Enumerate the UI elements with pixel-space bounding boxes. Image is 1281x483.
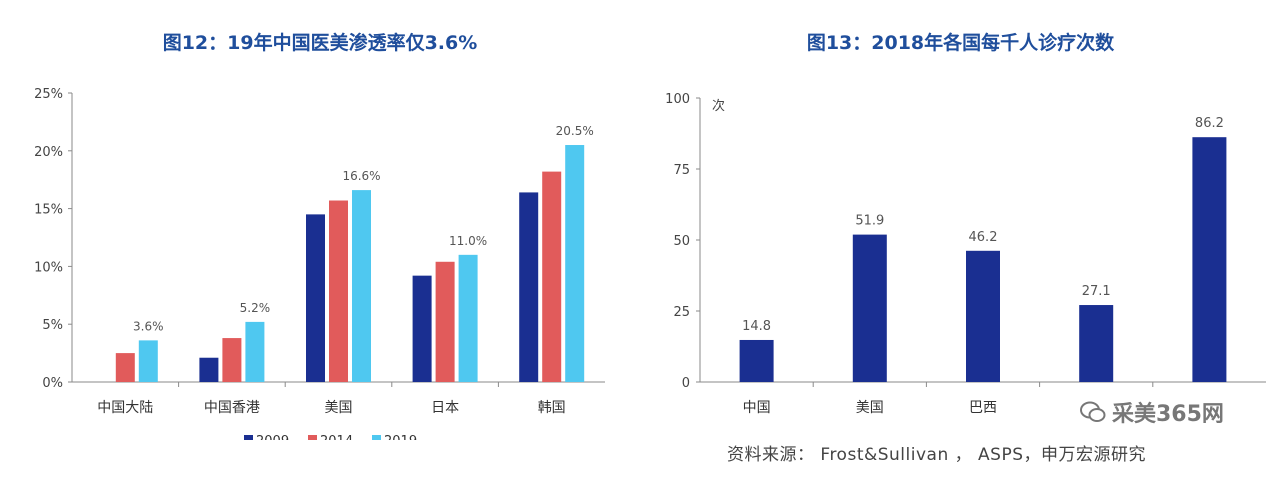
bar-2014-韩国: [542, 171, 562, 382]
bar-2009-中国香港: [199, 357, 219, 382]
y-tick-label: 5%: [42, 318, 63, 333]
bar-category-4: [1079, 305, 1114, 382]
bar-2019-中国香港: [245, 321, 265, 382]
data-label: 3.6%: [133, 319, 164, 333]
bar-2019-中国大陆: [138, 340, 158, 382]
x-tick-label: 中国: [743, 400, 771, 416]
y-unit-label: 次: [712, 98, 725, 114]
visits-bar-chart: 0 25 50 75 100 次中国 14.8 美国 51.9 巴西 46.2 27.1 86.2: [665, 92, 1266, 416]
y-tick-label: 10%: [34, 260, 63, 275]
bar-2009-韩国: [519, 192, 539, 382]
data-label: 5.2%: [240, 301, 271, 315]
legend-label-2014: 2014: [320, 434, 353, 440]
legend-label-2009: 2009: [256, 434, 289, 440]
bar-2009-美国: [306, 214, 325, 382]
data-label: 27.1: [1082, 284, 1111, 299]
y-tick-label: 25%: [34, 87, 63, 102]
x-tick-label: 韩国: [538, 400, 566, 416]
legend-swatch-2014: [308, 435, 317, 444]
legend-swatch-2009: [244, 435, 253, 444]
y-tick-label: 20%: [34, 145, 63, 160]
data-label: 20.5%: [556, 124, 594, 138]
bar-2014-美国: [329, 200, 348, 382]
data-label: 46.2: [969, 230, 998, 245]
x-tick-label: 中国大陆: [97, 400, 153, 416]
bar-2014-中国大陆: [115, 353, 135, 382]
y-tick-label: 0%: [42, 376, 63, 391]
y-tick-label: 0: [682, 376, 690, 391]
bar-2019-韩国: [565, 145, 585, 382]
chart-panel-visits: 图13：2018年各国每千人诊疗次数 0 25 50 75 100 次中国 14.8 美国 51…: [640, 0, 1281, 440]
data-label: 11.0%: [449, 234, 487, 248]
bar-2009-日本: [412, 275, 432, 382]
bar-category-5: [1192, 137, 1227, 382]
x-tick-label: 美国: [325, 400, 353, 416]
data-label: 16.6%: [342, 169, 380, 183]
data-label: 51.9: [855, 214, 884, 229]
bar-中国: [739, 339, 774, 382]
chart-panel-penetration: 图12：19年中国医美渗透率仅3.6% 0% 5% 10% 15% 20% 25% 中国大陆…: [0, 0, 640, 449]
bar-2019-美国: [352, 190, 371, 382]
bar-2019-日本: [458, 254, 478, 382]
source-note: 资料来源： Frost&Sullivan ， ASPS，申万宏源研究: [727, 445, 1146, 465]
bar-2014-中国香港: [222, 338, 242, 382]
bar-巴西: [966, 250, 1000, 382]
y-tick-label: 15%: [34, 203, 63, 218]
bar-2014-日本: [435, 261, 455, 382]
legend-swatch-2019: [372, 435, 381, 444]
legend-label-2019: 2019: [384, 434, 417, 440]
data-label: 14.8: [742, 319, 771, 334]
x-tick-label: 美国: [856, 400, 884, 416]
wechat-icon: [1080, 401, 1106, 422]
watermark: 采美365网: [1080, 396, 1224, 428]
y-tick-label: 50: [673, 234, 690, 249]
data-label: 86.2: [1195, 116, 1224, 131]
penetration-bar-chart: 0% 5% 10% 15% 20% 25% 中国大陆 中国香港 美国 日本 韩国 3.6% 5.2% 16…: [34, 87, 605, 449]
bar-美国: [852, 234, 887, 382]
watermark-text: 采美365网: [1112, 402, 1224, 427]
x-tick-label: 巴西: [969, 400, 997, 416]
chart-title: 图12：19年中国医美渗透率仅3.6%: [162, 32, 478, 54]
chart-title: 图13：2018年各国每千人诊疗次数: [806, 32, 1115, 54]
x-tick-label: 日本: [431, 400, 459, 416]
y-tick-label: 25: [673, 305, 690, 320]
x-tick-label: 中国香港: [204, 400, 260, 416]
y-tick-label: 100: [665, 92, 690, 107]
y-tick-label: 75: [673, 163, 690, 178]
